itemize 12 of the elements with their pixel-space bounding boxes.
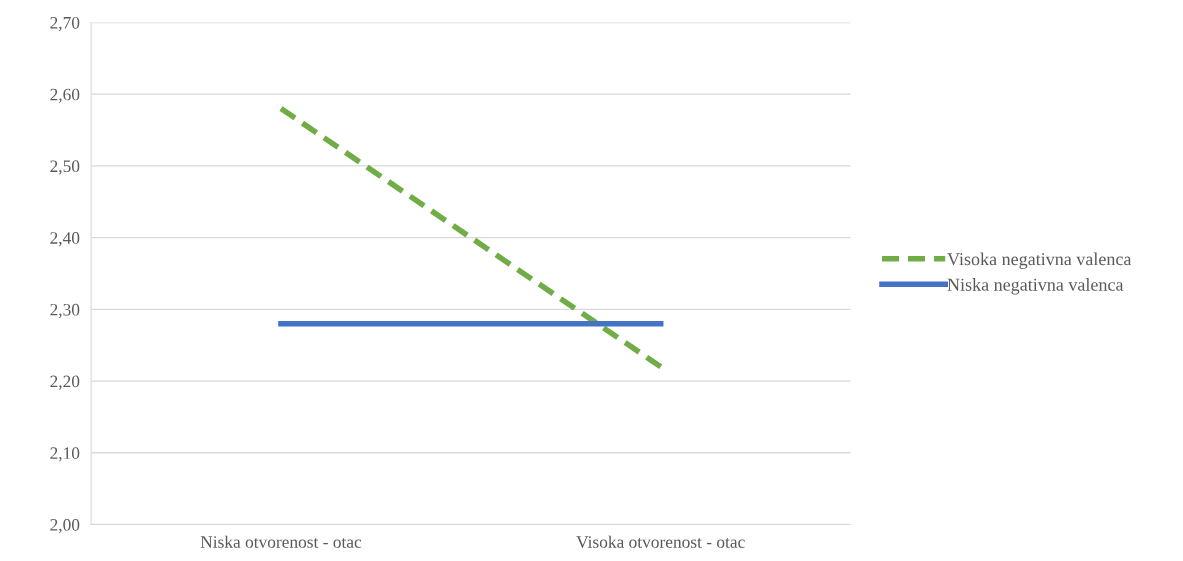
x-tick-label: Niska otvorenost - otac [200, 535, 362, 548]
y-tick-label: 2,50 [50, 160, 80, 175]
y-tick-label: 2,40 [50, 232, 80, 247]
legend-label: Visoka negativna valenca [947, 252, 1132, 269]
y-tick-label: 2,10 [50, 447, 80, 462]
y-tick-label: 2,60 [50, 88, 80, 103]
legend-label: Niska negativna valenca [947, 278, 1124, 295]
y-tick-label: 2,20 [50, 375, 80, 390]
y-tick-label: 2,70 [50, 16, 80, 32]
y-tick-label: 2,30 [50, 303, 80, 319]
x-tick-label: Visoka otvorenost - otac [576, 535, 745, 548]
y-tick-label: 2,00 [50, 519, 80, 534]
